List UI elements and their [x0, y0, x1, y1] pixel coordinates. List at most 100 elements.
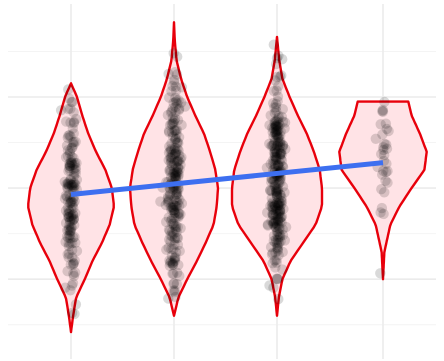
data-point — [64, 160, 76, 171]
data-point — [172, 137, 183, 148]
data-point — [169, 135, 181, 146]
data-point — [65, 233, 76, 244]
data-point — [66, 180, 77, 191]
data-point — [265, 241, 277, 253]
data-point — [273, 81, 284, 92]
data-point — [269, 135, 281, 146]
data-point — [70, 267, 81, 278]
data-point — [271, 53, 283, 64]
data-point — [170, 172, 182, 183]
data-point — [64, 145, 76, 157]
data-point — [277, 116, 289, 127]
data-point — [164, 255, 175, 266]
data-point — [269, 148, 281, 159]
data-point — [68, 139, 79, 150]
data-point — [170, 106, 181, 118]
data-point — [174, 245, 185, 257]
data-point — [165, 230, 176, 241]
data-point — [171, 232, 183, 243]
data-point — [273, 198, 285, 209]
data-point — [269, 255, 280, 266]
data-point — [62, 196, 74, 207]
data-point — [172, 172, 184, 183]
data-point — [267, 127, 278, 138]
data-point — [169, 194, 180, 205]
data-point — [271, 131, 282, 142]
data-point — [379, 187, 390, 198]
data-point — [271, 273, 283, 284]
data-point — [173, 208, 185, 219]
violin-2 — [128, 21, 220, 317]
jittered-points — [55, 39, 394, 320]
data-point — [63, 248, 75, 259]
data-point — [269, 117, 280, 128]
data-point — [170, 213, 181, 224]
data-point — [60, 217, 72, 229]
data-point — [273, 112, 284, 124]
data-point — [174, 200, 185, 211]
data-point — [275, 130, 286, 141]
data-point — [272, 198, 283, 209]
data-point — [272, 226, 283, 237]
data-point — [171, 128, 182, 140]
data-point — [66, 96, 77, 108]
data-point — [262, 219, 274, 230]
data-point — [269, 179, 280, 190]
data-point — [172, 197, 183, 209]
data-point — [67, 210, 79, 221]
data-point — [61, 225, 73, 236]
data-point — [66, 157, 77, 168]
data-point — [69, 196, 80, 207]
data-point — [67, 182, 78, 193]
data-point — [168, 278, 179, 290]
data-point — [169, 171, 181, 182]
data-point — [169, 125, 180, 136]
data-point — [171, 186, 182, 198]
data-point — [270, 129, 281, 140]
data-point — [168, 202, 179, 213]
data-point — [60, 236, 71, 248]
data-point — [270, 262, 281, 273]
data-point — [168, 117, 179, 129]
data-point — [173, 207, 184, 219]
data-point — [62, 202, 74, 213]
data-point — [277, 229, 289, 241]
data-point — [163, 293, 174, 304]
data-point — [265, 184, 276, 196]
data-point — [270, 234, 282, 246]
data-point — [67, 96, 78, 108]
data-point — [166, 145, 177, 156]
data-point — [277, 224, 288, 235]
data-point — [270, 127, 281, 139]
data-point — [167, 258, 178, 269]
data-point — [171, 226, 182, 238]
data-point — [62, 249, 73, 260]
data-point — [65, 165, 76, 176]
data-point — [165, 153, 176, 164]
data-point — [269, 221, 280, 232]
data-point — [167, 117, 178, 128]
data-point — [70, 136, 81, 147]
data-point — [270, 247, 281, 258]
data-point — [271, 183, 282, 194]
data-point — [171, 184, 182, 195]
data-point — [275, 216, 286, 227]
data-point — [63, 212, 74, 223]
data-point — [277, 142, 288, 153]
data-point — [273, 110, 284, 122]
data-point — [169, 200, 180, 211]
data-point — [271, 184, 282, 195]
data-point — [167, 257, 179, 268]
data-point — [165, 215, 177, 227]
data-point — [266, 176, 277, 188]
data-point — [64, 206, 75, 218]
data-point — [173, 212, 184, 223]
data-point — [275, 71, 286, 82]
data-point — [68, 180, 79, 191]
data-point — [68, 214, 80, 225]
data-point — [164, 257, 176, 268]
data-point — [271, 140, 282, 152]
data-point — [272, 237, 283, 249]
data-point — [67, 252, 78, 263]
data-point — [60, 116, 72, 127]
